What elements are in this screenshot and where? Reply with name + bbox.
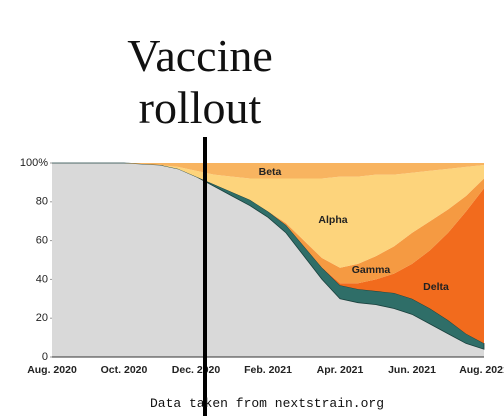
series-label: Delta [423, 281, 449, 293]
area [52, 163, 484, 268]
x-tick-label: Apr. 2021 [317, 364, 364, 376]
y-tick-label: 40 [36, 273, 48, 285]
x-tick-label: Jun. 2021 [388, 364, 436, 376]
series-label: Gamma [352, 264, 391, 276]
y-tick-label: 0 [42, 351, 48, 363]
y-tick-label: 100% [20, 157, 48, 169]
x-tick-label: Oct. 2020 [101, 364, 148, 376]
y-tick-label: 60 [36, 235, 48, 247]
series-label: Alpha [318, 214, 347, 226]
y-tick-label: 80 [36, 196, 48, 208]
series-label: Beta [259, 166, 282, 178]
x-tick-label: Feb. 2021 [244, 364, 292, 376]
area [52, 162, 485, 350]
area [52, 163, 484, 357]
x-tick-label: Dec. 2020 [172, 364, 221, 376]
source-note: Data taken from nextstrain.org [149, 396, 385, 411]
chart-title: Vaccine rollout [127, 30, 273, 133]
area [52, 163, 484, 179]
x-tick-label: Aug. 2020 [27, 364, 77, 376]
y-tick-label: 20 [36, 312, 48, 324]
x-tick-label: Aug. 2021 [459, 364, 504, 376]
